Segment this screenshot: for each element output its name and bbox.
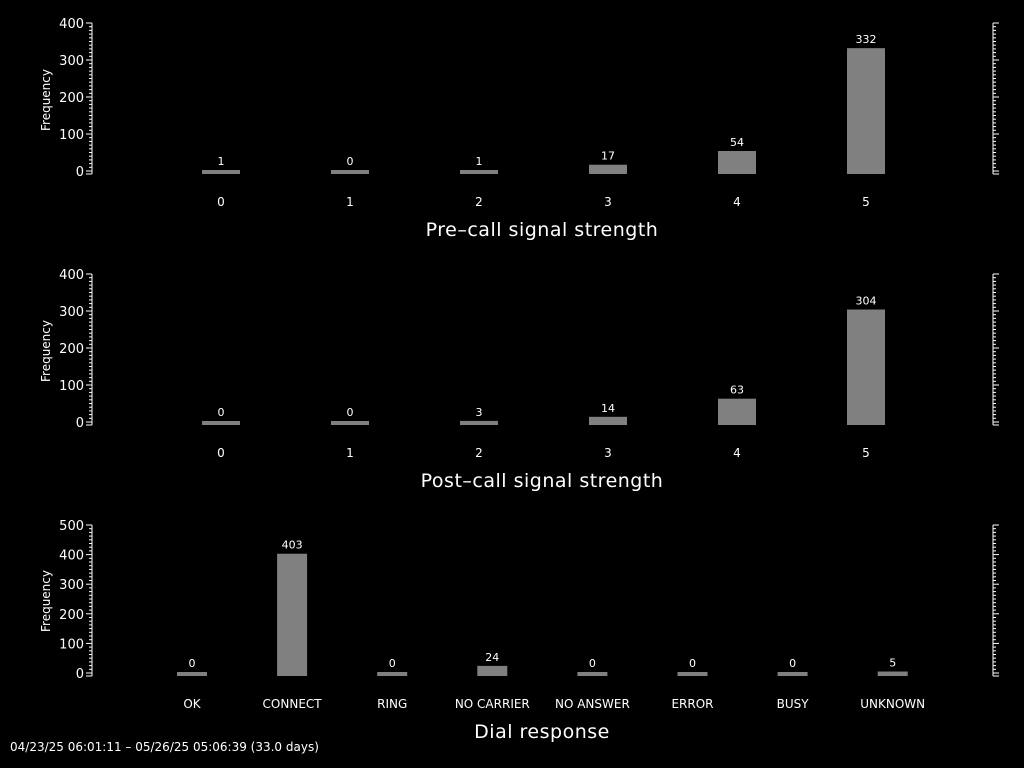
bar-value-label: 1 bbox=[218, 155, 225, 168]
bar bbox=[718, 151, 756, 174]
bar-value-label: 0 bbox=[589, 657, 596, 670]
bar bbox=[589, 416, 627, 425]
y-tick-label: 0 bbox=[76, 165, 84, 180]
bar bbox=[331, 170, 369, 174]
bar bbox=[877, 671, 908, 676]
x-category-label: 0 bbox=[217, 446, 225, 460]
bar-value-label: 17 bbox=[601, 150, 615, 163]
y-axis-title: Frequency bbox=[39, 320, 53, 382]
bar-value-label: 54 bbox=[730, 136, 744, 149]
y-tick-label: 200 bbox=[59, 608, 84, 623]
bar-value-label: 0 bbox=[347, 155, 354, 168]
bar-value-label: 0 bbox=[189, 657, 196, 670]
bar bbox=[277, 553, 308, 676]
bar bbox=[331, 421, 369, 425]
bar-value-label: 1 bbox=[476, 155, 483, 168]
bar bbox=[460, 420, 498, 425]
x-category-label: OK bbox=[183, 697, 201, 711]
time-range-footer: 04/23/25 06:01:11 – 05/26/25 05:06:39 (3… bbox=[10, 740, 319, 754]
bar bbox=[677, 672, 708, 676]
bar-value-label: 0 bbox=[389, 657, 396, 670]
bar-value-label: 63 bbox=[730, 384, 744, 397]
x-category-label: 1 bbox=[346, 195, 354, 209]
histogram-panel-3: 0100200300400500Frequency0OK403CONNECT0R… bbox=[39, 519, 999, 743]
y-tick-label: 100 bbox=[59, 637, 84, 652]
y-tick-label: 400 bbox=[59, 268, 84, 283]
x-axis-title: Pre–call signal strength bbox=[426, 219, 659, 241]
x-category-label: 5 bbox=[862, 446, 870, 460]
bar bbox=[847, 309, 885, 425]
bar bbox=[477, 665, 508, 676]
x-category-label: ERROR bbox=[671, 697, 713, 711]
bar-value-label: 3 bbox=[476, 406, 483, 419]
bar-value-label: 0 bbox=[789, 657, 796, 670]
x-category-label: 4 bbox=[733, 195, 741, 209]
bar-value-label: 304 bbox=[856, 295, 877, 308]
bar bbox=[589, 164, 627, 174]
bar bbox=[460, 170, 498, 174]
bar-value-label: 24 bbox=[485, 651, 499, 664]
y-axis-title: Frequency bbox=[39, 570, 53, 632]
y-tick-label: 400 bbox=[59, 17, 84, 32]
y-tick-label: 200 bbox=[59, 91, 84, 106]
y-tick-label: 500 bbox=[59, 519, 84, 534]
y-axis-title: Frequency bbox=[39, 69, 53, 131]
y-tick-label: 400 bbox=[59, 549, 84, 564]
bar-value-label: 332 bbox=[856, 33, 877, 46]
bar bbox=[202, 170, 240, 174]
histogram-panel-1: 0100200300400Frequency1001121735443325Pr… bbox=[39, 17, 999, 241]
histogram-panel-2: 0 100 200 300 400 Frequency 0 0 0 1 3 2 14 3 63 4 304 5 Po… bbox=[39, 268, 999, 492]
bar-value-label: 14 bbox=[601, 402, 615, 415]
bar bbox=[847, 48, 885, 174]
x-category-label: 3 bbox=[604, 195, 612, 209]
y-tick-label: 100 bbox=[59, 128, 84, 143]
x-category-label: NO ANSWER bbox=[555, 697, 630, 711]
x-axis-title: Post–call signal strength bbox=[421, 470, 664, 492]
x-category-label: 4 bbox=[733, 446, 741, 460]
bar-value-label: 5 bbox=[889, 657, 896, 670]
bar bbox=[377, 672, 408, 676]
x-category-label: NO CARRIER bbox=[455, 697, 530, 711]
x-category-label: UNKNOWN bbox=[860, 697, 925, 711]
y-tick-label: 300 bbox=[59, 54, 84, 69]
x-category-label: 5 bbox=[862, 195, 870, 209]
bar bbox=[202, 421, 240, 425]
y-tick-label: 300 bbox=[59, 305, 84, 320]
y-tick-label: 0 bbox=[76, 667, 84, 682]
bar-value-label: 0 bbox=[347, 406, 354, 419]
y-tick-label: 200 bbox=[59, 342, 84, 357]
bar bbox=[177, 672, 207, 676]
y-tick-label: 0 bbox=[76, 416, 84, 431]
x-category-label: 2 bbox=[475, 195, 483, 209]
x-category-label: 0 bbox=[217, 195, 225, 209]
x-category-label: 3 bbox=[604, 446, 612, 460]
y-tick-label: 300 bbox=[59, 578, 84, 593]
x-category-label: CONNECT bbox=[263, 697, 323, 711]
x-category-label: 2 bbox=[475, 446, 483, 460]
x-category-label: BUSY bbox=[777, 697, 810, 711]
x-axis-title: Dial response bbox=[474, 721, 610, 743]
bar bbox=[577, 672, 608, 676]
bar-value-label: 0 bbox=[218, 406, 225, 419]
bar bbox=[777, 672, 808, 676]
bar-value-label: 403 bbox=[282, 539, 303, 552]
bar bbox=[718, 398, 756, 425]
x-category-label: RING bbox=[377, 697, 407, 711]
x-category-label: 1 bbox=[346, 446, 354, 460]
y-tick-label: 100 bbox=[59, 379, 84, 394]
bar-value-label: 0 bbox=[689, 657, 696, 670]
